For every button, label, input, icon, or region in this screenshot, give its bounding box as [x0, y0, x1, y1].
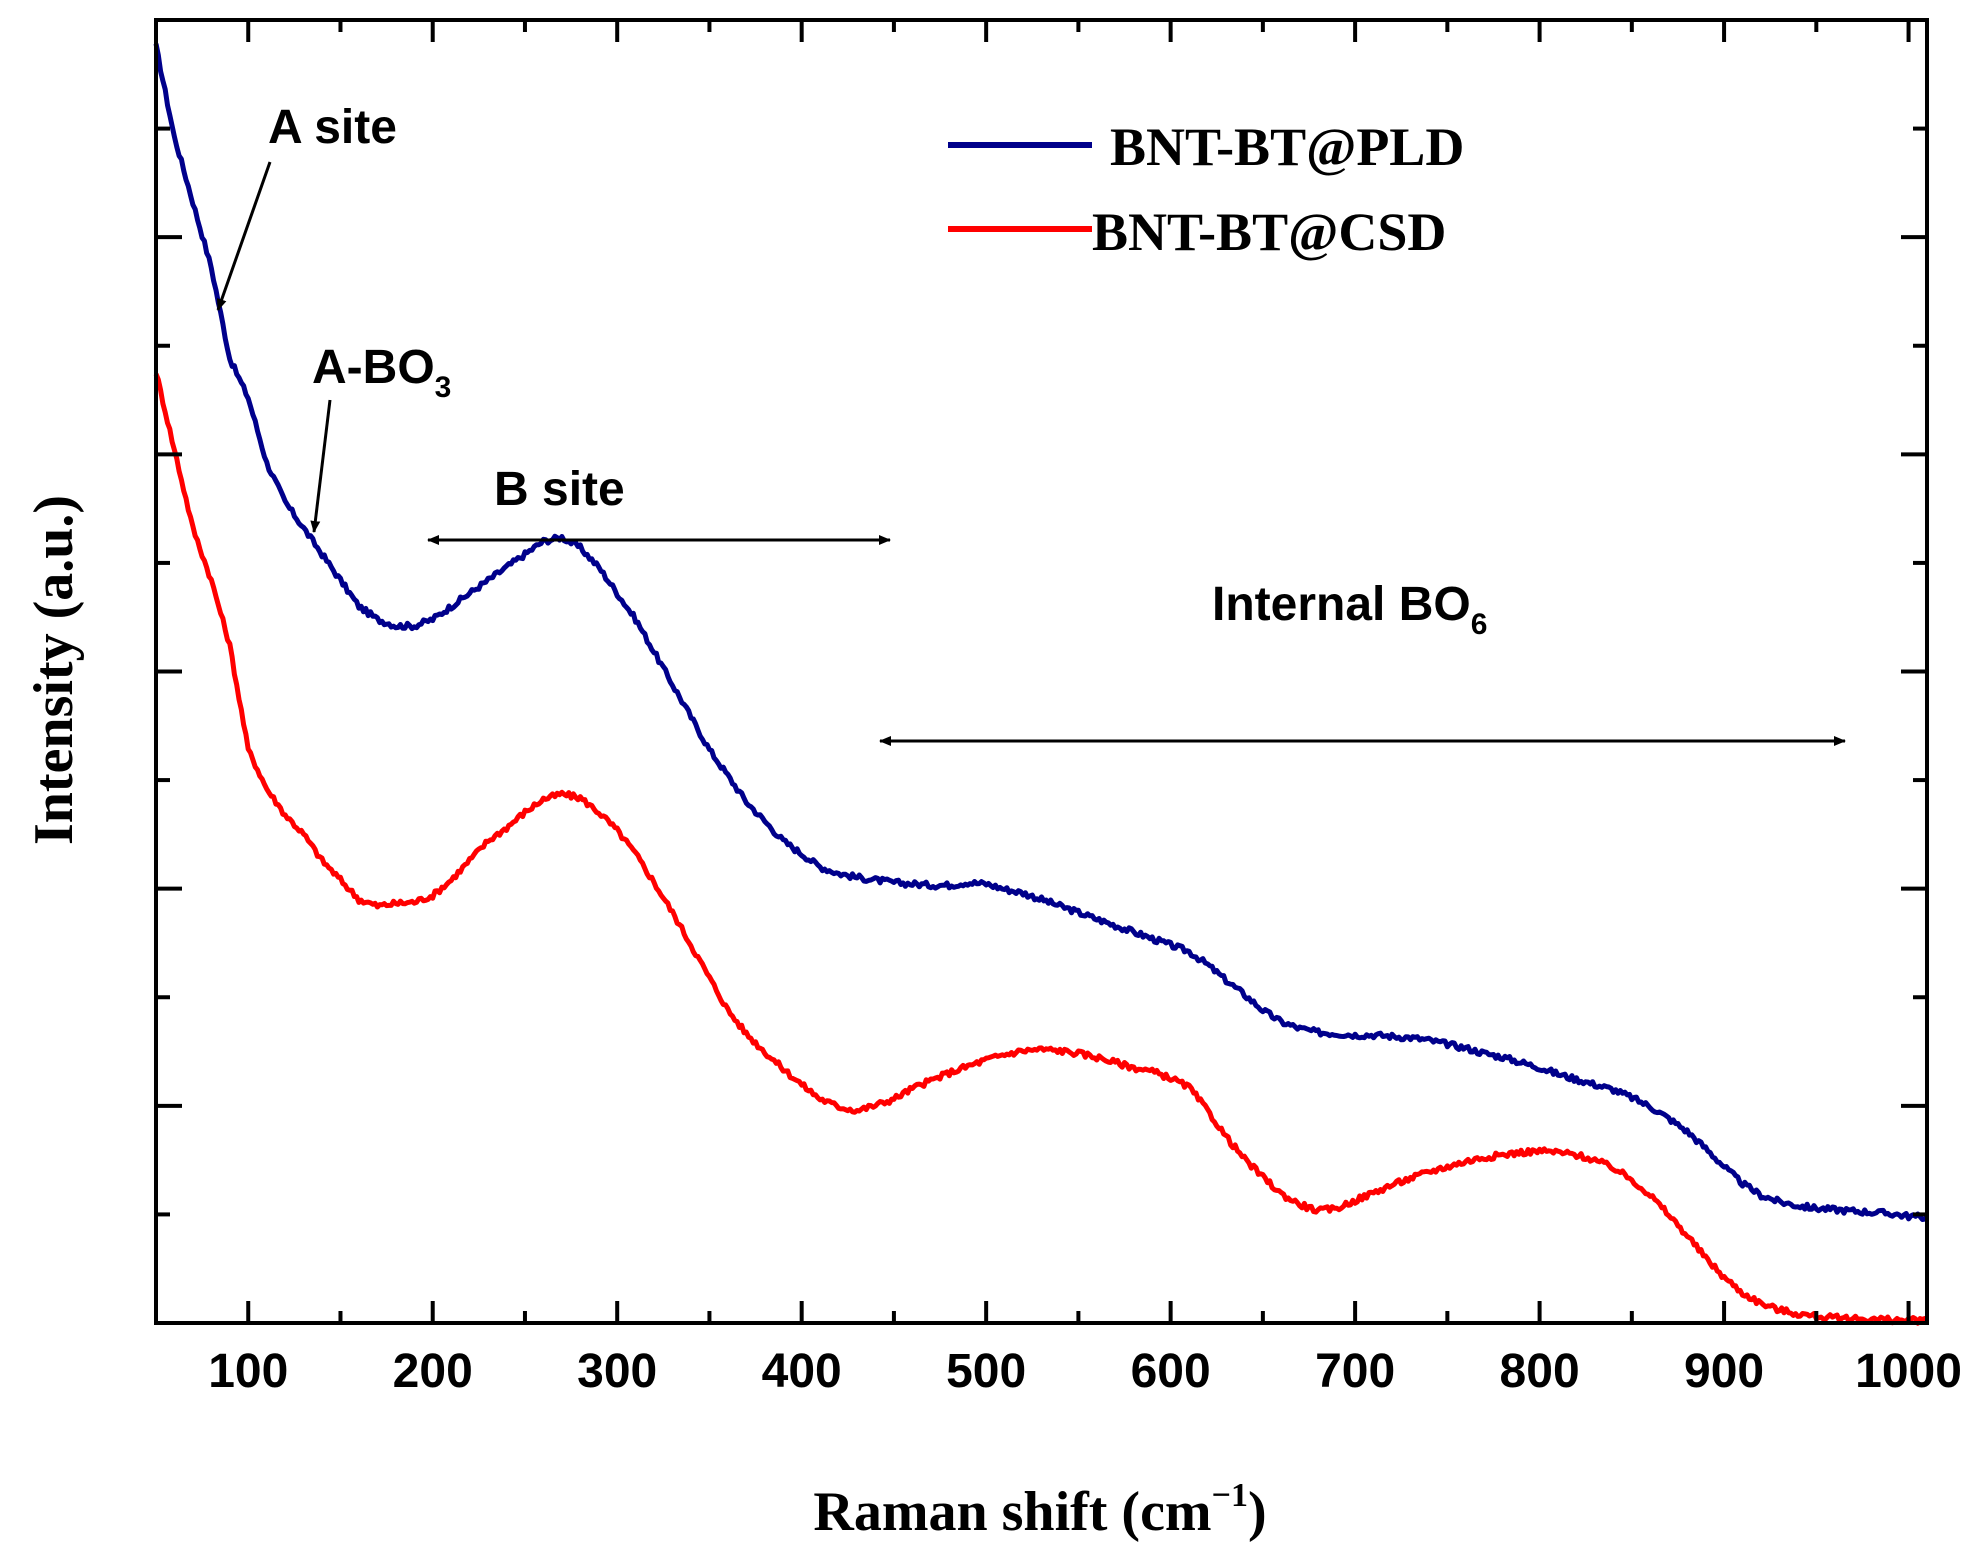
x-tick-label-500: 500 [946, 1345, 1026, 1398]
annotation-b-site: B site [494, 463, 625, 516]
x-tick-label-600: 600 [1131, 1345, 1211, 1398]
legend-label-pld: BNT-BT@PLD [1110, 117, 1464, 177]
annotation-abo3: A-BO3 [312, 341, 451, 404]
series-line-pld [153, 43, 1929, 1222]
y-ticks [156, 126, 1927, 1217]
legend-label-csd: BNT-BT@CSD [1092, 202, 1446, 262]
x-axis-label: Raman shift (cm−1) [813, 1477, 1266, 1543]
arrow-a-site [216, 161, 272, 311]
x-tick-label-700: 700 [1315, 1345, 1395, 1398]
x-axis-label-superscript: −1 [1212, 1477, 1248, 1514]
x-tick-label-100: 100 [208, 1345, 288, 1398]
annotation-abo3-subscript: 3 [435, 371, 452, 404]
annotation-internal-bo6: Internal BO6 [1212, 578, 1487, 641]
series-line-csd [153, 373, 1929, 1326]
series-layer [153, 43, 1929, 1326]
y-axis-label: Intensity (a.u.) [23, 495, 85, 845]
x-tick-label-400: 400 [762, 1345, 842, 1398]
x-ticks: 100 200 300 400 500 600 700 800 900 1000 [154, 20, 1962, 1398]
plot-frame [154, 18, 1929, 1325]
arrow-abo3 [310, 399, 332, 533]
x-tick-label-1000: 1000 [1855, 1345, 1962, 1398]
x-tick-label-200: 200 [393, 1345, 473, 1398]
annotation-internal-subscript: 6 [1471, 608, 1488, 641]
x-tick-label-800: 800 [1500, 1345, 1580, 1398]
x-tick-label-300: 300 [577, 1345, 657, 1398]
x-tick-label-900: 900 [1684, 1345, 1764, 1398]
legend: BNT-BT@PLD BNT-BT@CSD [948, 117, 1464, 262]
annotation-a-site: A site [268, 101, 397, 154]
annotations: A site A-BO3 B site Internal BO6 [216, 101, 1846, 746]
